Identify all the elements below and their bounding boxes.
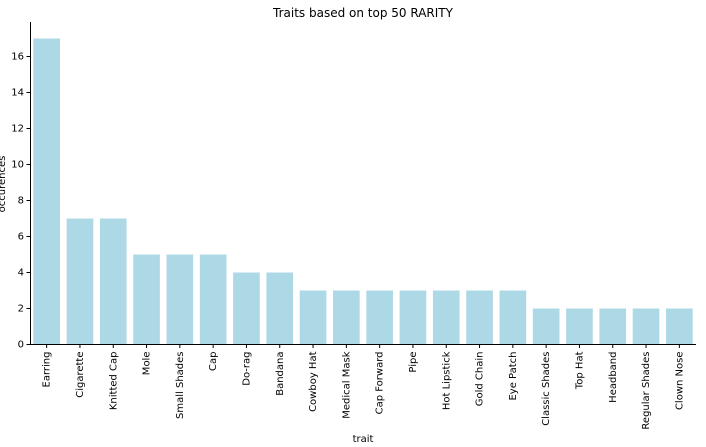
- y-axis-label: occurences: [0, 156, 8, 213]
- chart-title: Traits based on top 50 RARITY: [272, 6, 454, 20]
- x-tick-label: Cap: [208, 352, 219, 371]
- bar-bandana: [266, 272, 294, 345]
- x-tick-label: Mole: [142, 352, 153, 376]
- y-tick-label: 6: [18, 232, 24, 243]
- bar-mole: [133, 254, 160, 345]
- bar-cowboy-hat: [299, 290, 327, 345]
- x-tick-label: Regular Shades: [641, 352, 652, 430]
- bar-regular-shades: [632, 308, 660, 345]
- bar-small-shades: [166, 254, 194, 345]
- y-axis: 0 2 4 6 8 10 12 14 16: [11, 22, 31, 351]
- y-tick-label: 0: [18, 340, 24, 351]
- x-tick-label: Earring: [42, 352, 53, 388]
- bar-knitted-cap: [99, 218, 127, 345]
- x-tick-label: Eye Patch: [508, 352, 519, 401]
- x-tick-label: Cigarette: [75, 352, 86, 398]
- bar-clown-nose: [666, 308, 693, 345]
- y-tick-label: 4: [18, 268, 24, 279]
- x-tick-label: Medical Mask: [341, 351, 352, 418]
- bar-top-hat: [566, 308, 593, 345]
- y-tick-label: 16: [11, 52, 24, 63]
- bar-pipe: [399, 290, 427, 345]
- bar-gold-chain: [466, 290, 493, 345]
- x-tick-label: Top Hat: [574, 351, 585, 390]
- x-tick-label: Clown Nose: [674, 352, 685, 411]
- x-tick-label: Pipe: [408, 352, 419, 373]
- bar-earring: [33, 38, 60, 345]
- bars-group: [33, 38, 693, 345]
- x-axis: Earring Cigarette Knitted Cap Mole Small Sha…: [30, 344, 696, 430]
- y-tick-label: 12: [11, 124, 24, 135]
- x-tick-label: Bandana: [275, 352, 286, 396]
- y-tick-label: 2: [18, 304, 24, 315]
- bar-classic-shades: [532, 308, 560, 345]
- x-tick-label: Headband: [608, 352, 619, 403]
- bar-cap: [199, 254, 227, 345]
- x-tick-label: Classic Shades: [541, 352, 552, 426]
- bar-cap-forward: [366, 290, 393, 345]
- bar-eye-patch: [499, 290, 527, 345]
- x-tick-label: Gold Chain: [475, 352, 486, 407]
- x-tick-label: Small Shades: [175, 352, 186, 419]
- x-tick-label: Knitted Cap: [108, 352, 119, 411]
- y-tick-label: 8: [18, 196, 24, 207]
- y-tick-label: 14: [11, 88, 24, 99]
- bar-headband: [599, 308, 627, 345]
- x-tick-label: Do-rag: [241, 352, 252, 386]
- bar-cigarette: [66, 218, 94, 345]
- x-tick-label: Hot Lipstick: [441, 351, 452, 410]
- bar-do-rag: [233, 272, 260, 345]
- bar-hot-lipstick: [432, 290, 460, 345]
- x-tick-label: Cap Forward: [375, 352, 386, 415]
- x-tick-label: Cowboy Hat: [308, 351, 319, 411]
- x-axis-label: trait: [353, 434, 374, 445]
- y-tick-label: 10: [11, 160, 24, 171]
- bar-medical-mask: [333, 290, 360, 345]
